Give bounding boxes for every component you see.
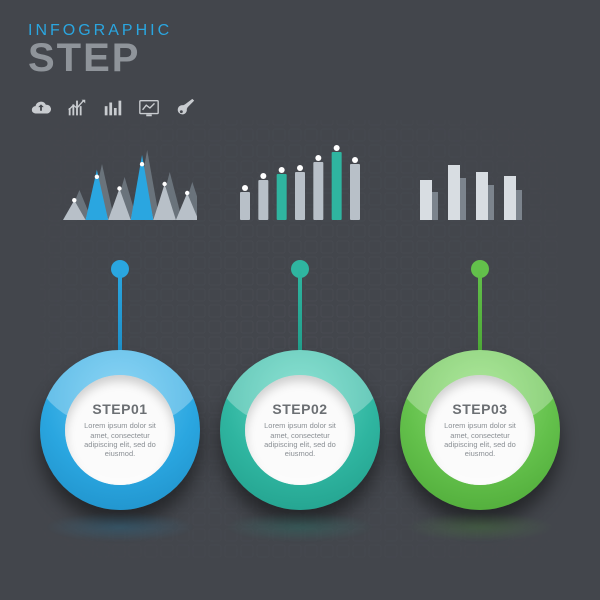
shadow-reflection <box>45 512 195 542</box>
step-content: STEP03 Lorem ipsum dolor sit amet, conse… <box>425 375 535 485</box>
mini-charts-row <box>0 140 600 230</box>
header: INFOGRAPHIC STEP <box>28 22 172 76</box>
cloud-upload-icon <box>28 96 54 120</box>
step-title: STEP02 <box>272 401 327 417</box>
steps-row: STEP01 Lorem ipsum dolor sit amet, conse… <box>0 260 600 560</box>
step-circle: STEP03 Lorem ipsum dolor sit amet, conse… <box>400 350 560 510</box>
growth-chart-icon <box>64 96 90 120</box>
infographic-canvas: INFOGRAPHIC STEP STEP01 Lorem ipsum dolo… <box>0 0 600 600</box>
mini-chart-1 <box>57 140 197 230</box>
step-circle: STEP02 Lorem ipsum dolor sit amet, conse… <box>220 350 380 510</box>
step-circle: STEP01 Lorem ipsum dolor sit amet, conse… <box>40 350 200 510</box>
step-content: STEP02 Lorem ipsum dolor sit amet, conse… <box>245 375 355 485</box>
step-3: STEP03 Lorem ipsum dolor sit amet, conse… <box>395 260 565 560</box>
step-body: Lorem ipsum dolor sit amet, consectetur … <box>435 421 525 459</box>
step-body: Lorem ipsum dolor sit amet, consectetur … <box>75 421 165 459</box>
step-content: STEP01 Lorem ipsum dolor sit amet, conse… <box>65 375 175 485</box>
step-title: STEP03 <box>452 401 507 417</box>
step-body: Lorem ipsum dolor sit amet, consectetur … <box>255 421 345 459</box>
step-1: STEP01 Lorem ipsum dolor sit amet, conse… <box>35 260 205 560</box>
shadow-reflection <box>405 512 555 542</box>
step-2: STEP02 Lorem ipsum dolor sit amet, conse… <box>215 260 385 560</box>
icon-row <box>28 96 198 120</box>
header-line2: STEP <box>28 40 172 76</box>
bar-stats-icon <box>100 96 126 120</box>
guitar-icon <box>172 96 198 120</box>
shadow-reflection <box>225 512 375 542</box>
step-title: STEP01 <box>92 401 147 417</box>
tablet-graph-icon <box>136 96 162 120</box>
mini-chart-3 <box>403 140 543 230</box>
mini-chart-2 <box>230 140 370 230</box>
